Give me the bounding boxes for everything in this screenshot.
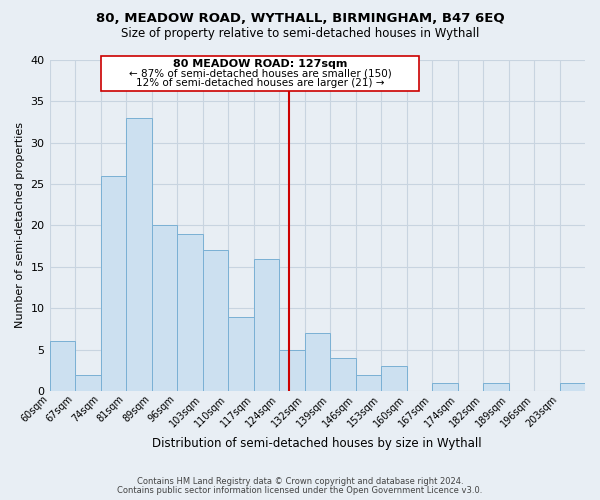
Bar <box>203 250 228 391</box>
Bar <box>356 374 381 391</box>
Bar <box>177 234 203 391</box>
Bar <box>279 350 305 391</box>
Bar <box>50 342 75 391</box>
Text: 80, MEADOW ROAD, WYTHALL, BIRMINGHAM, B47 6EQ: 80, MEADOW ROAD, WYTHALL, BIRMINGHAM, B4… <box>95 12 505 26</box>
Bar <box>330 358 356 391</box>
Bar <box>560 383 585 391</box>
Bar <box>305 333 330 391</box>
Bar <box>381 366 407 391</box>
Y-axis label: Number of semi-detached properties: Number of semi-detached properties <box>15 122 25 328</box>
FancyBboxPatch shape <box>101 56 419 92</box>
Bar <box>75 374 101 391</box>
Bar <box>254 258 279 391</box>
Bar <box>228 316 254 391</box>
X-axis label: Distribution of semi-detached houses by size in Wythall: Distribution of semi-detached houses by … <box>152 437 482 450</box>
Text: ← 87% of semi-detached houses are smaller (150): ← 87% of semi-detached houses are smalle… <box>128 68 391 78</box>
Bar <box>101 176 126 391</box>
Text: Size of property relative to semi-detached houses in Wythall: Size of property relative to semi-detach… <box>121 28 479 40</box>
Bar <box>126 118 152 391</box>
Bar <box>432 383 458 391</box>
Text: 12% of semi-detached houses are larger (21) →: 12% of semi-detached houses are larger (… <box>136 78 384 88</box>
Text: 80 MEADOW ROAD: 127sqm: 80 MEADOW ROAD: 127sqm <box>173 59 347 69</box>
Text: Contains public sector information licensed under the Open Government Licence v3: Contains public sector information licen… <box>118 486 482 495</box>
Bar <box>152 226 177 391</box>
Bar <box>483 383 509 391</box>
Text: Contains HM Land Registry data © Crown copyright and database right 2024.: Contains HM Land Registry data © Crown c… <box>137 477 463 486</box>
